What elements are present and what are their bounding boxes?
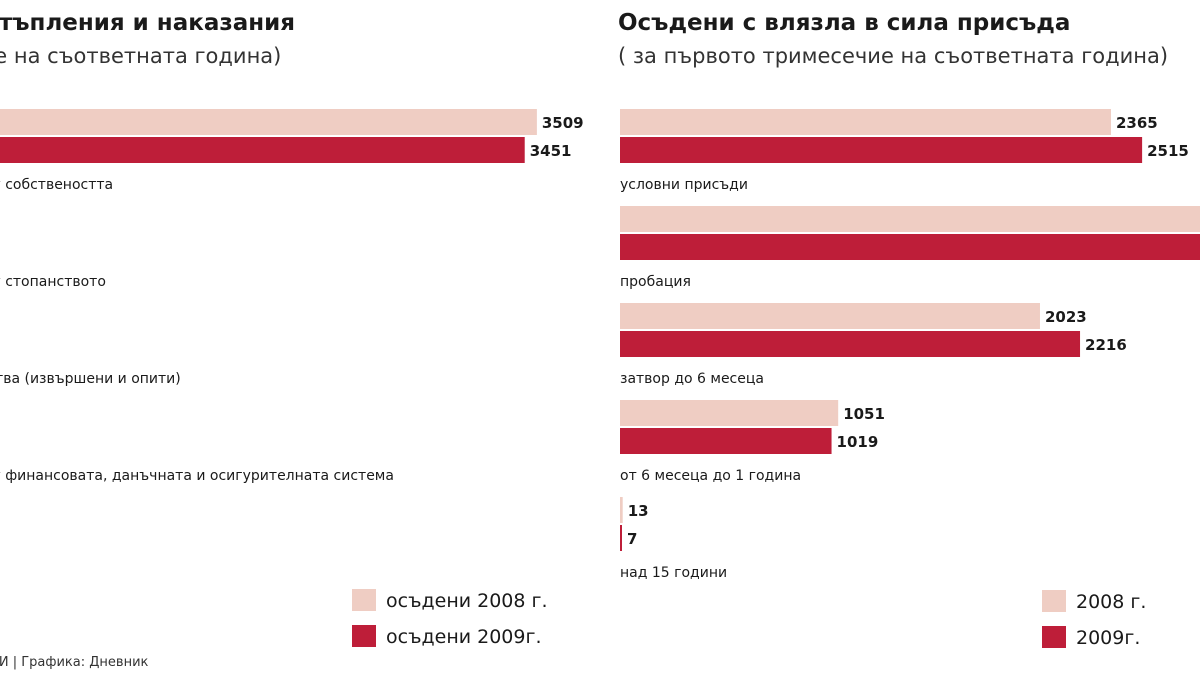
legend-swatch-2008 xyxy=(352,589,376,611)
bar-2008-1 xyxy=(620,206,1200,232)
legend-label-2008: осъдени 2008 г. xyxy=(386,590,548,612)
category-label-3: Срещу финансовата, данъчната и осигурите… xyxy=(0,468,394,484)
value-label-2008-3: 1051 xyxy=(843,405,885,423)
bar-2009-3 xyxy=(620,428,832,454)
bar-2008-4 xyxy=(620,497,623,523)
bar-2008-0 xyxy=(0,109,537,135)
bar-2009-2 xyxy=(620,331,1081,357)
category-label-2: Убийства (извършени и опити) xyxy=(0,371,181,387)
category-label-1: Срещу стопанството xyxy=(0,274,106,290)
value-label-2008-2: 2023 xyxy=(1045,308,1087,326)
bar-2008-0 xyxy=(620,109,1111,135)
legend-label-2008: 2008 г. xyxy=(1076,591,1146,613)
left-chart-subtitle: (за първото тримесечие на съответната го… xyxy=(0,44,282,68)
right-chart-subtitle: ( за първото тримесечие на съответната г… xyxy=(618,44,1169,68)
legend-swatch-2009 xyxy=(352,625,376,647)
right-bar-chart: 2365 2515 условни присъди пробация 2023 2216 з… xyxy=(620,109,1200,649)
right-chart-panel: Осъдени с влязла в сила присъда ( за пър… xyxy=(600,0,1200,675)
value-label-2009-4: 7 xyxy=(627,530,637,548)
bar-2009-4 xyxy=(620,525,622,551)
legend-label-2009: осъдени 2009г. xyxy=(386,626,542,648)
category-label-1: пробация xyxy=(620,274,691,290)
category-label-0: Срещу собствеността xyxy=(0,177,113,193)
legend-swatch-2009 xyxy=(1042,626,1066,648)
left-chart-panel: Престъпления и наказания (за първото три… xyxy=(0,10,584,670)
value-label-2008-4: 13 xyxy=(628,502,649,520)
bar-2009-0 xyxy=(620,137,1143,163)
source-credit: НСИ | Графика: Дневник xyxy=(0,655,149,670)
bar-2009-0 xyxy=(0,137,525,163)
legend-swatch-2008 xyxy=(1042,590,1066,612)
category-label-3: от 6 месеца до 1 година xyxy=(620,468,801,484)
value-label-2009-3: 1019 xyxy=(837,433,879,451)
bar-2009-1 xyxy=(620,234,1200,260)
left-bar-chart: 3509 3451 Срещу собствеността Срещу стопанс… xyxy=(0,109,584,670)
value-label-2009-0: 2515 xyxy=(1147,142,1189,160)
left-chart-title: Престъпления и наказания xyxy=(0,10,296,36)
right-chart-title: Осъдени с влязла в сила присъда xyxy=(618,10,1071,36)
category-label-0: условни присъди xyxy=(620,177,748,193)
legend-label-2009: 2009г. xyxy=(1076,627,1140,649)
value-label-2009-0: 3451 xyxy=(530,142,572,160)
bar-2008-3 xyxy=(620,400,839,426)
value-label-2008-0: 2365 xyxy=(1116,114,1158,132)
category-label-2: затвор до 6 месеца xyxy=(620,371,764,387)
bar-2008-2 xyxy=(620,303,1040,329)
value-label-2008-0: 3509 xyxy=(542,114,584,132)
category-label-4: над 15 години xyxy=(620,565,727,581)
value-label-2009-2: 2216 xyxy=(1085,336,1127,354)
